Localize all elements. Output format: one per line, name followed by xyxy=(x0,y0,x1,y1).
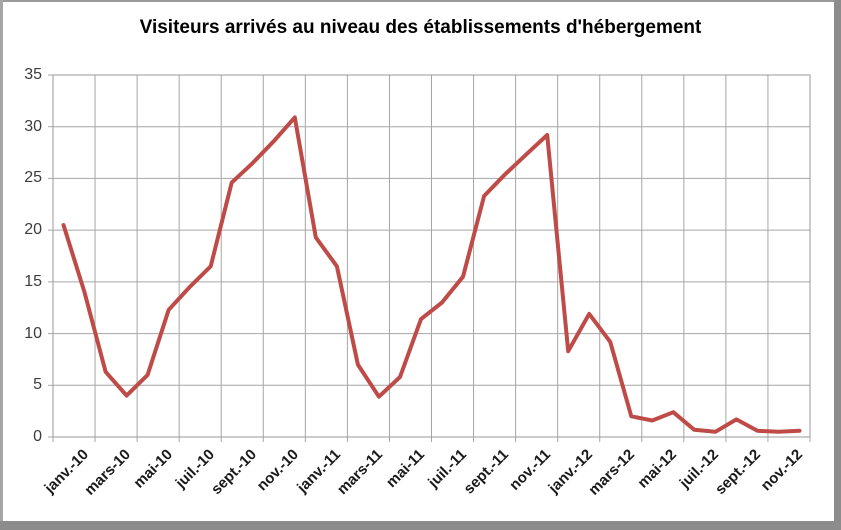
frame-border-top xyxy=(0,0,841,2)
y-axis-label: 15 xyxy=(24,272,42,290)
y-axis-label: 0 xyxy=(33,428,42,445)
series-line xyxy=(61,115,802,434)
plot-border xyxy=(52,74,811,438)
frame-border-left xyxy=(0,0,3,530)
y-axis-label: 5 xyxy=(33,376,42,394)
y-axis-label: 25 xyxy=(24,169,42,187)
frame-shadow-bottom xyxy=(0,521,841,530)
chart-title: Visiteurs arrivés au niveau des établiss… xyxy=(139,17,702,38)
y-axis-label: 10 xyxy=(24,324,42,342)
y-axis-label: 30 xyxy=(24,117,42,135)
y-axis-label: 20 xyxy=(24,221,42,239)
frame-shadow-right xyxy=(834,0,841,530)
y-axis-label: 35 xyxy=(24,66,42,83)
